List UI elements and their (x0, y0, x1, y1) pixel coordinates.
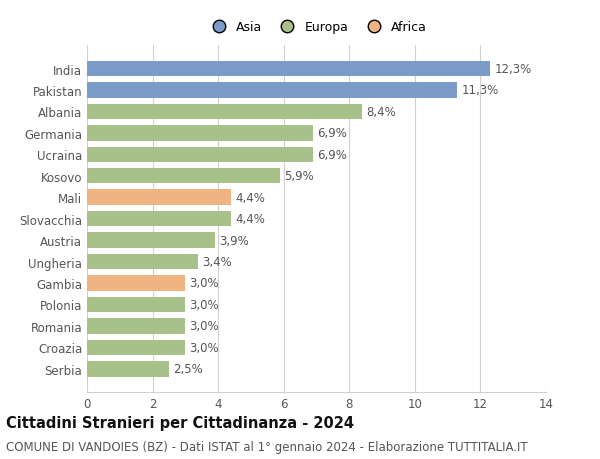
Text: 3,0%: 3,0% (189, 320, 219, 333)
Text: 3,0%: 3,0% (189, 298, 219, 311)
Legend: Asia, Europa, Africa: Asia, Europa, Africa (202, 17, 431, 38)
Text: 3,9%: 3,9% (219, 234, 248, 247)
Bar (87, 233, 215, 248)
Text: 6,9%: 6,9% (317, 127, 347, 140)
Bar (87, 254, 199, 270)
Bar (87, 83, 457, 99)
Text: 4,4%: 4,4% (235, 213, 265, 226)
Bar (87, 212, 231, 227)
Bar (87, 147, 313, 162)
Text: COMUNE DI VANDOIES (BZ) - Dati ISTAT al 1° gennaio 2024 - Elaborazione TUTTITALI: COMUNE DI VANDOIES (BZ) - Dati ISTAT al … (6, 440, 527, 453)
Text: 2,5%: 2,5% (173, 363, 203, 375)
Bar (87, 190, 231, 206)
Text: 3,0%: 3,0% (189, 277, 219, 290)
Bar (87, 168, 280, 184)
Text: 6,9%: 6,9% (317, 148, 347, 162)
Text: 3,0%: 3,0% (189, 341, 219, 354)
Bar (87, 319, 185, 334)
Text: 3,4%: 3,4% (202, 256, 232, 269)
Text: 5,9%: 5,9% (284, 170, 314, 183)
Text: 4,4%: 4,4% (235, 191, 265, 204)
Bar (87, 62, 490, 77)
Text: 8,4%: 8,4% (367, 106, 396, 118)
Text: 12,3%: 12,3% (494, 63, 532, 76)
Bar (87, 126, 313, 141)
Bar (87, 105, 362, 120)
Bar (87, 276, 185, 291)
Text: Cittadini Stranieri per Cittadinanza - 2024: Cittadini Stranieri per Cittadinanza - 2… (6, 415, 354, 431)
Text: 11,3%: 11,3% (461, 84, 499, 97)
Bar (87, 361, 169, 377)
Bar (87, 340, 185, 355)
Bar (87, 297, 185, 313)
